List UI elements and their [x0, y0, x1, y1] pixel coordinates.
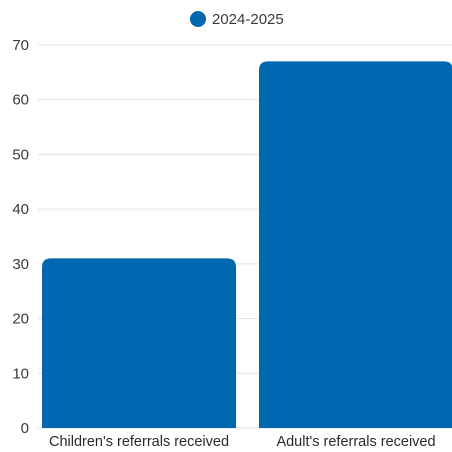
- bar-1: [259, 61, 452, 428]
- y-tick-label: 30: [12, 256, 29, 273]
- bar-0: [42, 258, 236, 428]
- x-category-label: Adult's referrals received: [276, 434, 435, 450]
- y-tick-label: 20: [12, 311, 29, 328]
- y-tick-label: 70: [12, 37, 29, 54]
- y-tick-label: 0: [21, 420, 29, 437]
- x-category-label: Children's referrals received: [49, 434, 229, 450]
- y-tick-label: 50: [12, 146, 29, 163]
- y-tick-label: 60: [12, 92, 29, 109]
- legend: 2024-2025: [190, 11, 284, 28]
- x-axis-category-labels: Children's referrals received Adult's ref…: [49, 434, 436, 450]
- y-tick-label: 10: [12, 365, 29, 382]
- bars: [42, 61, 452, 428]
- legend-swatch: [190, 11, 206, 27]
- y-axis-tick-labels: 0 10 20 30 40 50 60 70: [12, 37, 29, 437]
- y-tick-label: 40: [12, 201, 29, 218]
- legend-label: 2024-2025: [212, 11, 284, 28]
